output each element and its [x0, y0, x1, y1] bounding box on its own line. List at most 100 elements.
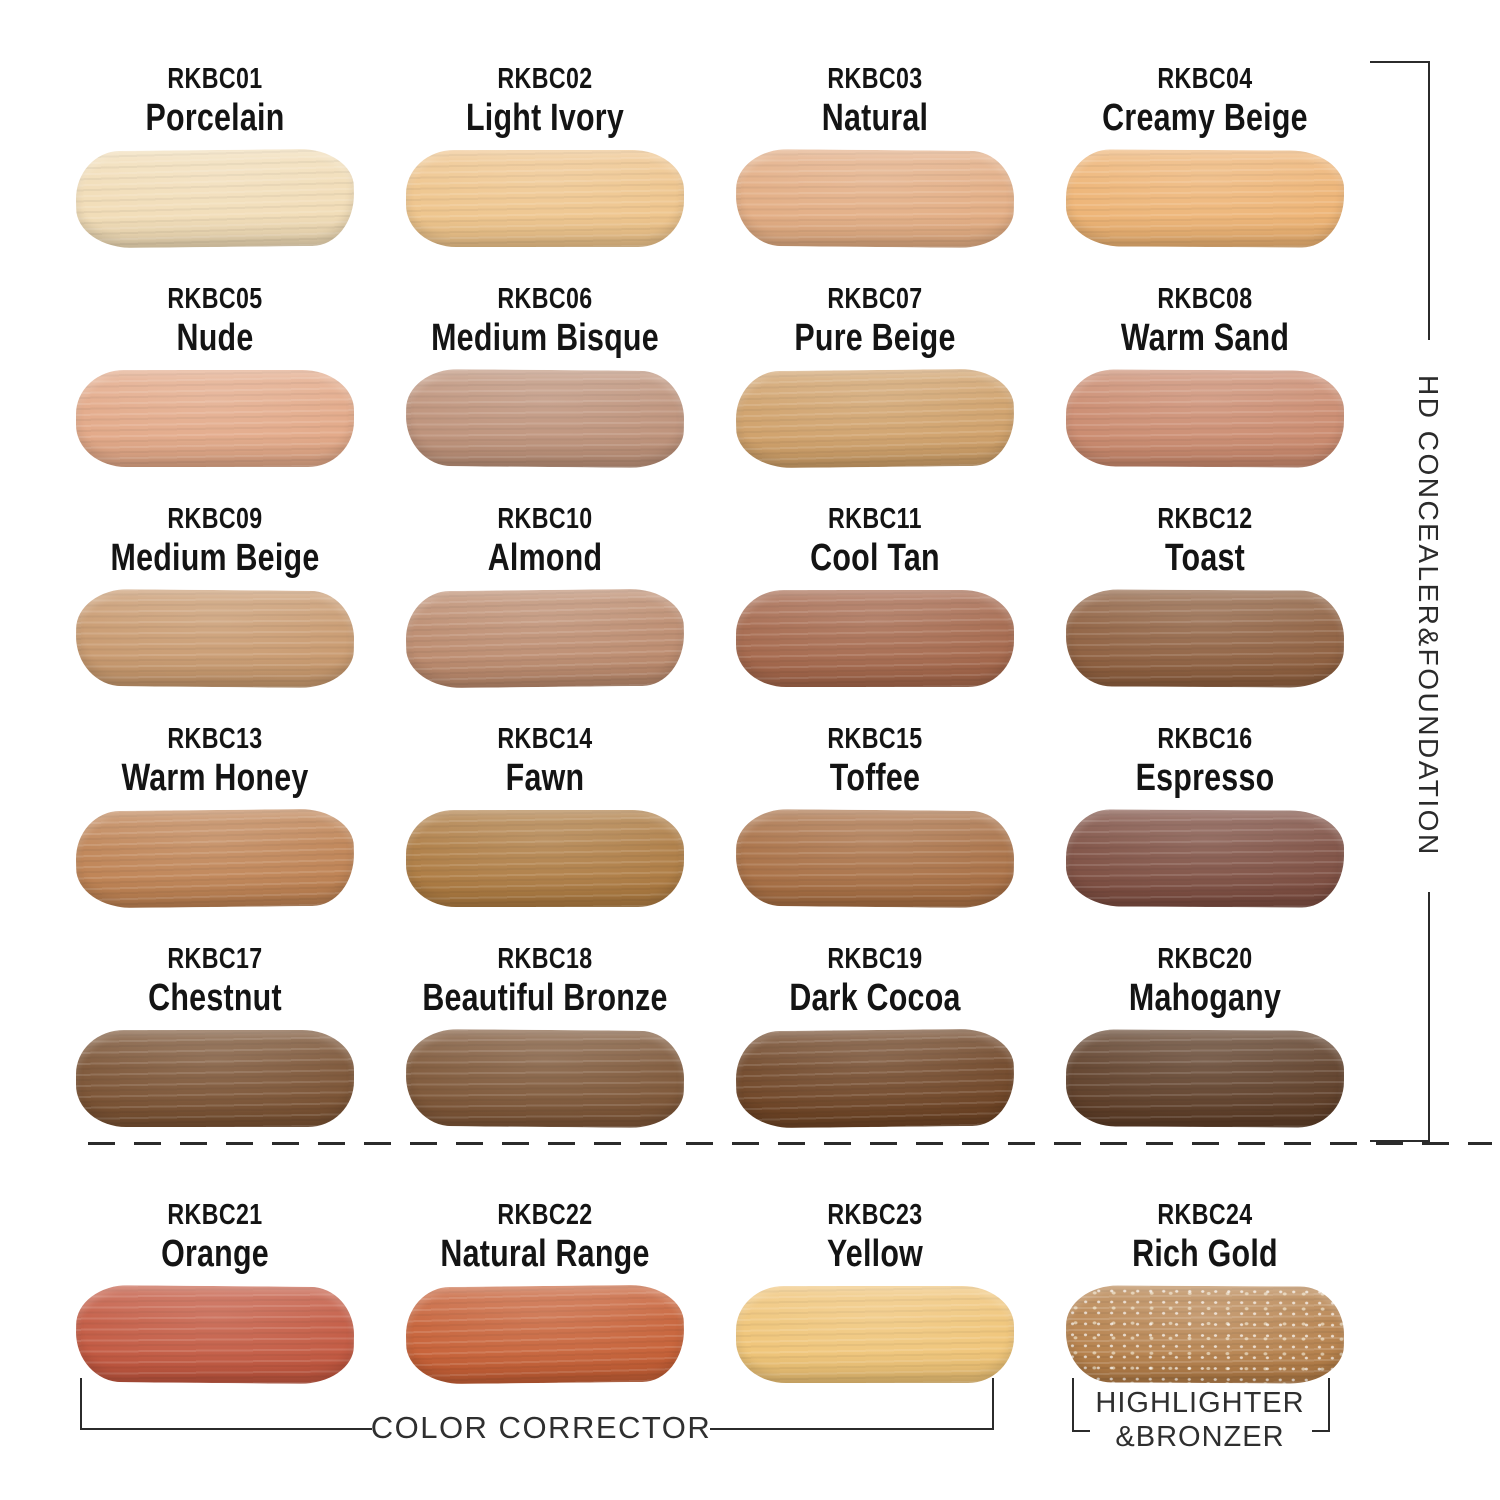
shade-cell: RKBC24 Rich Gold [1040, 1152, 1370, 1412]
shade-cell: RKBC19 Dark Cocoa [710, 932, 1040, 1152]
shade-code: RKBC06 [497, 283, 593, 315]
shade-swatch [76, 370, 354, 467]
shade-name: Mahogany [1128, 977, 1282, 1019]
shade-swatch [1065, 369, 1345, 468]
shade-cell: RKBC13 Warm Honey [50, 712, 380, 932]
shade-code: RKBC19 [827, 943, 923, 975]
shade-cell: RKBC05 Nude [50, 272, 380, 492]
color-corrector-bracket-line-right [710, 1428, 994, 1430]
shade-cell: RKBC01 Porcelain [50, 52, 380, 272]
hd-bracket-line-bottom [1428, 892, 1430, 1142]
shade-swatch [736, 590, 1014, 687]
shade-name: Toffee [829, 757, 921, 799]
shade-cell: RKBC07 Pure Beige [710, 272, 1040, 492]
shade-cell: RKBC04 Creamy Beige [1040, 52, 1370, 272]
highlighter-label-line2: &BRONZER [1115, 1421, 1285, 1453]
color-corrector-label: COLOR CORRECTOR [370, 1410, 712, 1445]
highlighter-bracket-left [1072, 1378, 1090, 1432]
shade-name: Yellow [826, 1233, 924, 1275]
dashed-divider [88, 1142, 1492, 1145]
shade-code: RKBC10 [497, 503, 593, 535]
hd-group-label: HD CONCEALER&FOUNDATION [1402, 340, 1454, 892]
shade-code: RKBC05 [167, 283, 263, 315]
shade-cell: RKBC16 Espresso [1040, 712, 1370, 932]
shade-name: Natural Range [440, 1233, 650, 1275]
shade-name: Espresso [1135, 757, 1275, 799]
shade-code: RKBC07 [827, 283, 923, 315]
shade-cell: RKBC12 Toast [1040, 492, 1370, 712]
shade-swatch [405, 1028, 685, 1129]
shade-cell: RKBC11 Cool Tan [710, 492, 1040, 712]
shade-cell: RKBC20 Mahogany [1040, 932, 1370, 1152]
shade-code: RKBC22 [497, 1199, 593, 1231]
shade-name: Pure Beige [794, 317, 956, 359]
hd-bracket-top-foot [1370, 61, 1430, 63]
shade-name: Chestnut [148, 977, 282, 1019]
shade-cell: RKBC10 Almond [380, 492, 710, 712]
shade-cell: RKBC15 Toffee [710, 712, 1040, 932]
color-corrector-bracket-left-tick [80, 1378, 82, 1430]
shade-code: RKBC08 [1157, 283, 1253, 315]
shade-swatch [75, 1284, 355, 1385]
shade-code: RKBC17 [167, 943, 263, 975]
shade-code: RKBC11 [828, 503, 922, 535]
shade-name: Orange [161, 1233, 269, 1275]
shade-swatch [406, 150, 684, 247]
shade-cell: RKBC03 Natural [710, 52, 1040, 272]
shade-name: Porcelain [145, 97, 285, 139]
shade-code: RKBC04 [1157, 63, 1253, 95]
shade-name: Warm Sand [1120, 317, 1290, 359]
shade-cell: RKBC21 Orange [50, 1152, 380, 1412]
shade-cell: RKBC18 Beautiful Bronze [380, 932, 710, 1152]
shade-code: RKBC14 [497, 723, 593, 755]
shade-code: RKBC15 [827, 723, 923, 755]
color-corrector-bracket-line-left [80, 1428, 372, 1430]
shade-code: RKBC16 [1157, 723, 1253, 755]
shade-code: RKBC18 [497, 943, 593, 975]
shade-cell: RKBC17 Chestnut [50, 932, 380, 1152]
hd-bracket-line-top [1428, 61, 1430, 340]
shade-cell: RKBC09 Medium Beige [50, 492, 380, 712]
shade-swatch [405, 588, 685, 689]
color-corrector-bracket-right-tick [992, 1378, 994, 1430]
shade-name: Fawn [505, 757, 585, 799]
shade-name: Nude [176, 317, 254, 359]
shade-code: RKBC12 [1157, 503, 1253, 535]
shade-grid: RKBC01 Porcelain RKBC02 Light Ivory RKBC03 Na… [50, 52, 1370, 1412]
shade-name: Warm Honey [121, 757, 309, 799]
shade-swatch [1065, 589, 1345, 688]
shade-name: Creamy Beige [1102, 97, 1308, 139]
shade-code: RKBC01 [167, 63, 263, 95]
shade-swatch [735, 808, 1015, 909]
shade-swatch [1065, 809, 1345, 908]
shade-name: Beautiful Bronze [422, 977, 668, 1019]
shade-cell: RKBC02 Light Ivory [380, 52, 710, 272]
shade-swatch [1065, 1029, 1345, 1128]
hd-bracket-bottom-foot [1370, 1140, 1430, 1142]
shade-name: Cool Tan [810, 537, 940, 579]
shade-code: RKBC03 [827, 63, 923, 95]
shade-cell: RKBC06 Medium Bisque [380, 272, 710, 492]
shade-name: Dark Cocoa [789, 977, 961, 1019]
shade-name: Medium Beige [110, 537, 320, 579]
shade-code: RKBC21 [167, 1199, 263, 1231]
shade-swatch [406, 810, 684, 907]
shade-swatch [735, 368, 1015, 469]
shade-cell: RKBC22 Natural Range [380, 1152, 710, 1412]
shade-name: Rich Gold [1132, 1233, 1278, 1275]
shade-swatch [735, 148, 1015, 249]
shade-swatch [75, 148, 355, 249]
shade-cell: RKBC14 Fawn [380, 712, 710, 932]
shade-swatch [735, 1028, 1015, 1129]
shade-code: RKBC24 [1157, 1199, 1253, 1231]
shade-name: Toast [1164, 537, 1246, 579]
shade-code: RKBC13 [167, 723, 263, 755]
shade-swatch [736, 1286, 1014, 1383]
highlighter-label-line1: HIGHLIGHTER [1095, 1387, 1305, 1419]
shade-swatch [75, 808, 355, 909]
shade-code: RKBC23 [827, 1199, 923, 1231]
shade-name: Natural [821, 97, 929, 139]
highlighter-bracket-right [1312, 1378, 1330, 1432]
highlighter-bronzer-label: HIGHLIGHTER &BRONZER [1072, 1386, 1328, 1454]
